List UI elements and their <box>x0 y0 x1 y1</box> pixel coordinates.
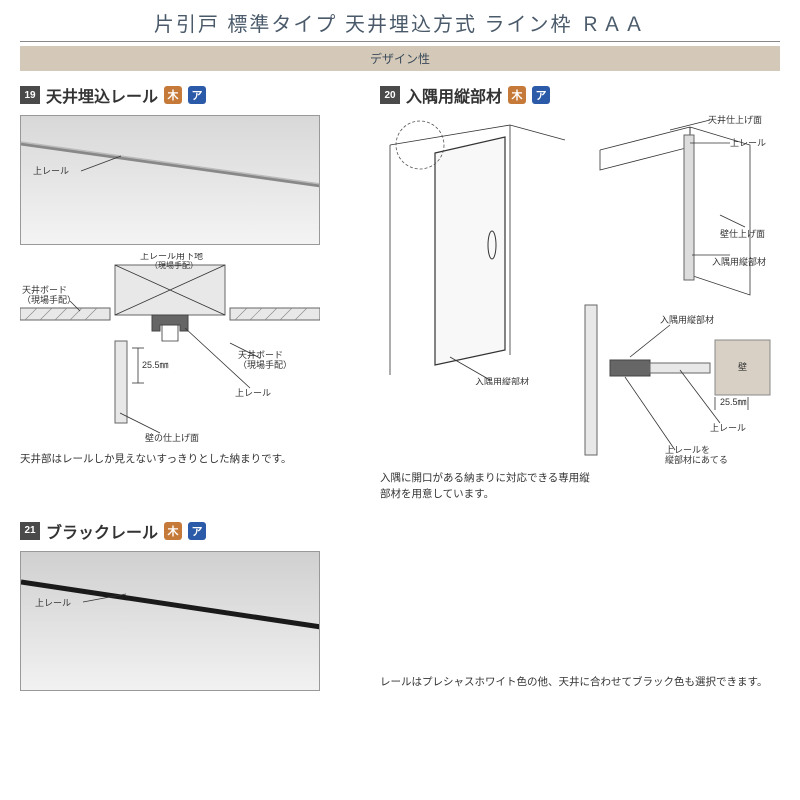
lbl-rb: 上レール用下地 <box>140 253 203 261</box>
header-rule <box>20 41 780 42</box>
lbl-cv2: 入隅用縦部材 <box>475 376 529 385</box>
lbl-ur-21: 上レール <box>35 598 71 608</box>
section-21: 21 ブラックレール 木 ア 上レール <box>20 519 360 691</box>
label-upper-rail: 上レール <box>33 166 69 176</box>
tag-wood-icon: 木 <box>508 86 526 104</box>
caption-19: 天井部はレールしか見えないすっきりとした納まりです。 <box>20 452 360 468</box>
tag-a-icon: ア <box>188 86 206 104</box>
title-20: 入隅用縦部材 <box>406 83 502 107</box>
row-1: 19 天井埋込レール 木 ア 上レール <box>20 83 780 503</box>
page-header: 片引戸 標準タイプ 天井埋込方式 ライン枠 ＲＡＡ <box>0 0 800 46</box>
lbl-wf: 壁の仕上げ面 <box>145 432 199 443</box>
lbl-cb-l2: （現場手配） <box>22 294 76 305</box>
lbl-cf: 天井仕上げ面 <box>708 115 762 125</box>
tag-wood-icon: 木 <box>164 522 182 540</box>
tag-a-icon: ア <box>532 86 550 104</box>
lbl-rn1: 上レールを <box>665 445 710 455</box>
lbl-cb-r: 天井ボード <box>238 349 283 360</box>
caption-20: 入隅に開口がある納まりに対応できる専用縦部材を用意しています。 <box>380 471 600 503</box>
section-21-title: 21 ブラックレール 木 ア <box>20 519 360 543</box>
lbl-cv: 入隅用縦部材 <box>712 256 766 267</box>
dim-19: 25.5㎜ <box>142 360 169 370</box>
content: 19 天井埋込レール 木 ア 上レール <box>0 83 800 691</box>
diagram-20-wrap: 入隅用縦部材 天井仕上げ面 上レール 壁仕上げ面 入隅用縦部材 <box>380 115 780 465</box>
title-19: 天井埋込レール <box>46 83 158 107</box>
tag-wood-icon: 木 <box>164 86 182 104</box>
lbl-ur: 上レール <box>730 138 766 148</box>
section-19-title: 19 天井埋込レール 木 ア <box>20 83 360 107</box>
section-19: 19 天井埋込レール 木 ア 上レール <box>20 83 360 503</box>
row-2: 21 ブラックレール 木 ア 上レール レールはプレシャスホワイト色の他、天井に… <box>20 519 780 691</box>
dim-20: 25.5㎜ <box>720 397 747 407</box>
tag-a-icon: ア <box>188 522 206 540</box>
lbl-cb-r2: （現場手配） <box>238 359 292 370</box>
page-title: 片引戸 標準タイプ 天井埋込方式 ライン枠 ＲＡＡ <box>0 8 800 37</box>
lbl-wf20: 壁仕上げ面 <box>720 228 765 239</box>
diagram-20-door: 入隅用縦部材 <box>380 115 570 385</box>
subheader: デザイン性 <box>20 46 780 71</box>
caption-21: レールはプレシャスホワイト色の他、天井に合わせてブラック色も選択できます。 <box>380 675 767 691</box>
lbl-rb2: （現場手配） <box>150 260 198 270</box>
lbl-cb-l: 天井ボード <box>22 284 67 295</box>
diagram-20-detail: 天井仕上げ面 上レール 壁仕上げ面 入隅用縦部材 壁 入隅用縦部材 <box>580 115 775 465</box>
lbl-cv3: 入隅用縦部材 <box>660 314 714 325</box>
diagram-19-perspective: 上レール <box>20 115 320 245</box>
section-20: 20 入隅用縦部材 木 ア 入隅用縦部材 <box>380 83 780 503</box>
badge-20: 20 <box>380 86 400 104</box>
lbl-ur2: 上レール <box>235 388 271 398</box>
lbl-ur2-20: 上レール <box>710 423 746 433</box>
caption-21-wrap: レールはプレシャスホワイト色の他、天井に合わせてブラック色も選択できます。 <box>380 519 780 691</box>
lbl-rn2: 縦部材にあてる <box>665 454 728 465</box>
diagram-19-section: 25.5㎜ 天井ボード （現場手配） 上レール用下地 （現場手配） 天井ボード … <box>20 253 320 443</box>
badge-19: 19 <box>20 86 40 104</box>
badge-21: 21 <box>20 522 40 540</box>
section-20-title: 20 入隅用縦部材 木 ア <box>380 83 780 107</box>
title-21: ブラックレール <box>46 519 158 543</box>
lbl-wall: 壁 <box>738 361 747 372</box>
diagram-21: 上レール <box>20 551 320 691</box>
